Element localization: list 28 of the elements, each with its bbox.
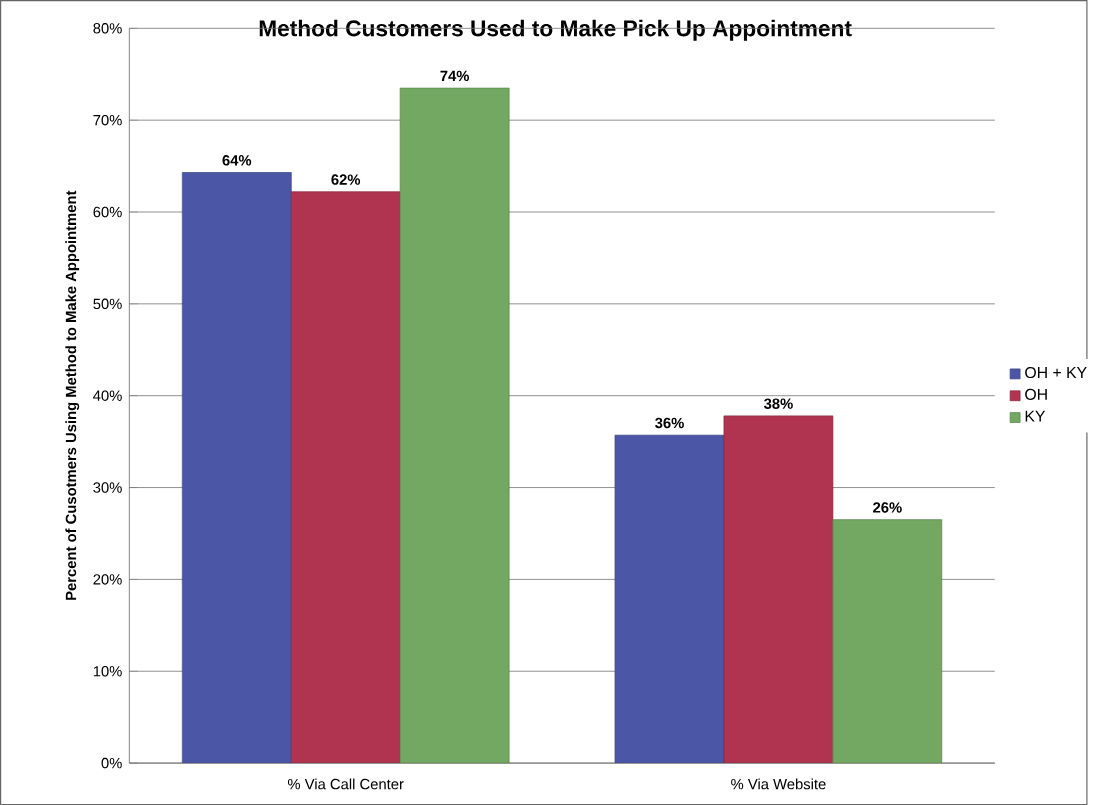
data-label: 62% <box>331 174 361 185</box>
data-label: 38% <box>763 398 793 409</box>
y-axis-title: Percent of Cusotmers Using Method to Make Appointment <box>65 190 80 600</box>
y-tick-label: 60% <box>93 206 122 218</box>
bar <box>399 87 510 763</box>
bar <box>181 171 292 763</box>
y-tick-label: 30% <box>93 482 122 493</box>
data-label: 36% <box>655 417 684 429</box>
y-tick-label: 50% <box>93 298 122 309</box>
y-tick-label: 10% <box>93 665 122 677</box>
bar <box>290 191 401 763</box>
y-tick-label: 20% <box>93 574 122 585</box>
chart-title: Method Customers Used to Make Pick Up Appointment <box>259 19 852 41</box>
y-tick-label: 40% <box>93 390 122 401</box>
bar <box>614 434 725 763</box>
bar <box>723 415 834 763</box>
bar <box>832 519 943 763</box>
y-tick-label: 0% <box>101 757 122 769</box>
data-label: 26% <box>873 502 902 513</box>
x-tick-label: % Via Website <box>731 778 826 790</box>
legend-label: KY <box>1025 410 1046 422</box>
legend-label: OH + KY <box>1025 366 1087 378</box>
legend-label: OH <box>1025 388 1047 400</box>
y-tick-label: 80% <box>93 22 122 34</box>
x-tick-label: % Via Call Center <box>287 778 404 790</box>
y-tick-label: 70% <box>93 114 122 126</box>
data-label: 74% <box>440 70 470 81</box>
data-label: 64% <box>222 154 252 166</box>
